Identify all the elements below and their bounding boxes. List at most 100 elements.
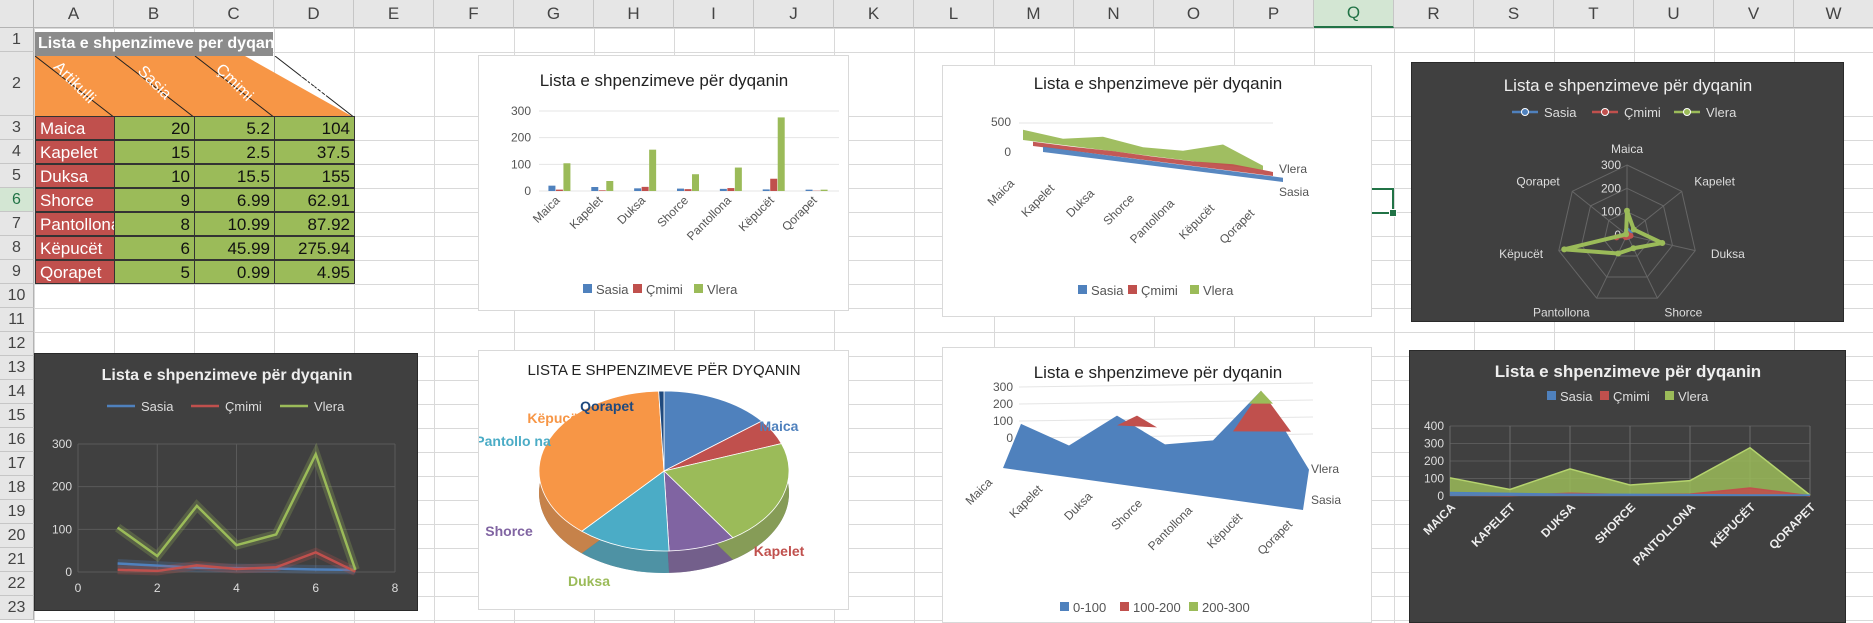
column-header-d[interactable]: D [274, 0, 354, 28]
item-value-cell[interactable]: 104 [274, 116, 355, 140]
row-header-17[interactable]: 17 [0, 452, 34, 476]
item-price-cell[interactable]: 0.99 [194, 260, 275, 284]
legend-entry: Sasia [1560, 389, 1593, 404]
item-qty-cell[interactable]: 5 [114, 260, 195, 284]
x-tick-label: 2 [154, 581, 161, 595]
row-header-23[interactable]: 23 [0, 596, 34, 620]
column-header-i[interactable]: I [674, 0, 754, 28]
item-name-cell[interactable]: Maica [35, 116, 115, 140]
radar-chart[interactable]: Lista e shpenzimeve për dyqanin Sasia Çmim… [1411, 62, 1844, 322]
item-value-cell[interactable]: 275.94 [274, 236, 355, 260]
column-header-r[interactable]: R [1394, 0, 1474, 28]
item-qty-cell[interactable]: 6 [114, 236, 195, 260]
row-header-6[interactable]: 6 [0, 188, 34, 212]
x-tick-label: Kapelet [567, 193, 606, 232]
row-header-20[interactable]: 20 [0, 524, 34, 548]
column-header-m[interactable]: M [994, 0, 1074, 28]
column-header-k[interactable]: K [834, 0, 914, 28]
x-tick-label: Kapelet [1006, 482, 1045, 521]
row-header-10[interactable]: 10 [0, 284, 34, 308]
category-label: Këpucët [1499, 247, 1544, 261]
column-header-g[interactable]: G [514, 0, 594, 28]
item-qty-cell[interactable]: 15 [114, 140, 195, 164]
item-price-cell[interactable]: 45.99 [194, 236, 275, 260]
item-qty-cell[interactable]: 20 [114, 116, 195, 140]
item-value-cell[interactable]: 62.91 [274, 188, 355, 212]
column-header-l[interactable]: L [914, 0, 994, 28]
item-value-cell[interactable]: 37.5 [274, 140, 355, 164]
surface-3d-chart[interactable]: Lista e shpenzimeve për dyqanin 0 100 200 30… [942, 347, 1372, 623]
row-header-14[interactable]: 14 [0, 380, 34, 404]
item-value-cell[interactable]: 87.92 [274, 212, 355, 236]
x-tick-label: 0 [75, 581, 82, 595]
legend-entry: 100-200 [1133, 600, 1181, 615]
pie-3d-chart[interactable]: LISTA E SHPENZIMEVE PËR DYQANIN Maica Kape… [478, 350, 849, 610]
category-label: Kapelet [1694, 174, 1735, 188]
item-value-cell[interactable]: 155 [274, 164, 355, 188]
column-header-e[interactable]: E [354, 0, 434, 28]
row-header-18[interactable]: 18 [0, 476, 34, 500]
row-header-1[interactable]: 1 [0, 28, 34, 52]
item-name-cell[interactable]: Kapelet [35, 140, 115, 164]
legend-entry: Çmimi [1624, 105, 1661, 120]
column-header-j[interactable]: J [754, 0, 834, 28]
column-header-o[interactable]: O [1154, 0, 1234, 28]
y-tick-label: 0 [524, 184, 531, 198]
item-name-cell[interactable]: Qorapet [35, 260, 115, 284]
item-qty-cell[interactable]: 10 [114, 164, 195, 188]
line-3d-chart[interactable]: Lista e shpenzimeve për dyqanin 500 0 Vlera… [942, 65, 1372, 317]
row-header-13[interactable]: 13 [0, 356, 34, 380]
item-price-cell[interactable]: 10.99 [194, 212, 275, 236]
item-price-cell[interactable]: 15.5 [194, 164, 275, 188]
item-name-cell[interactable]: Shorce [35, 188, 115, 212]
item-name-cell[interactable]: Duksa [35, 164, 115, 188]
y-tick-label: 300 [993, 380, 1013, 394]
column-header-h[interactable]: H [594, 0, 674, 28]
row-header-22[interactable]: 22 [0, 572, 34, 596]
y-tick-label: 0 [1006, 431, 1013, 445]
item-name-cell[interactable]: Këpucët [35, 236, 115, 260]
column-header-f[interactable]: F [434, 0, 514, 28]
sheet-title-cell[interactable]: Lista e shpenzimeve per dyqanin [35, 32, 273, 56]
clustered-column-chart[interactable]: Lista e shpenzimeve për dyqanin 0 100 200 30… [478, 55, 849, 311]
row-header-15[interactable]: 15 [0, 404, 34, 428]
radar-spoke [1571, 190, 1628, 236]
column-header-u[interactable]: U [1634, 0, 1714, 28]
row-header-21[interactable]: 21 [0, 548, 34, 572]
column-header-a[interactable]: A [34, 0, 114, 28]
row-header-4[interactable]: 4 [0, 140, 34, 164]
row-header-16[interactable]: 16 [0, 428, 34, 452]
column-header-w[interactable]: W [1794, 0, 1873, 28]
column-header-t[interactable]: T [1554, 0, 1634, 28]
column-header-n[interactable]: N [1074, 0, 1154, 28]
legend-entry: Vlera [1706, 105, 1737, 120]
column-header-b[interactable]: B [114, 0, 194, 28]
row-header-11[interactable]: 11 [0, 308, 34, 332]
item-qty-cell[interactable]: 9 [114, 188, 195, 212]
item-name-cell[interactable]: Pantollona [35, 212, 115, 236]
item-price-cell[interactable]: 6.99 [194, 188, 275, 212]
column-header-p[interactable]: P [1234, 0, 1314, 28]
row-header-8[interactable]: 8 [0, 236, 34, 260]
column-header-c[interactable]: C [194, 0, 274, 28]
scatter-line-chart[interactable]: Lista e shpenzimeve për dyqanin Sasia Çmim… [34, 353, 418, 611]
area-chart[interactable]: Lista e shpenzimeve për dyqanin Sasia Çmim… [1409, 350, 1846, 623]
row-header-3[interactable]: 3 [0, 116, 34, 140]
gridline-v [754, 28, 755, 623]
header-divider [194, 56, 276, 118]
row-header-7[interactable]: 7 [0, 212, 34, 236]
row-header-2[interactable]: 2 [0, 52, 34, 116]
item-price-cell[interactable]: 2.5 [194, 140, 275, 164]
select-all-corner[interactable] [0, 0, 34, 28]
column-header-q[interactable]: Q [1314, 0, 1394, 28]
row-header-9[interactable]: 9 [0, 260, 34, 284]
item-qty-cell[interactable]: 8 [114, 212, 195, 236]
item-price-cell[interactable]: 5.2 [194, 116, 275, 140]
row-header-19[interactable]: 19 [0, 500, 34, 524]
column-header-s[interactable]: S [1474, 0, 1554, 28]
row-header-12[interactable]: 12 [0, 332, 34, 356]
row-header-5[interactable]: 5 [0, 164, 34, 188]
item-value-cell[interactable]: 4.95 [274, 260, 355, 284]
column-header-v[interactable]: V [1714, 0, 1794, 28]
